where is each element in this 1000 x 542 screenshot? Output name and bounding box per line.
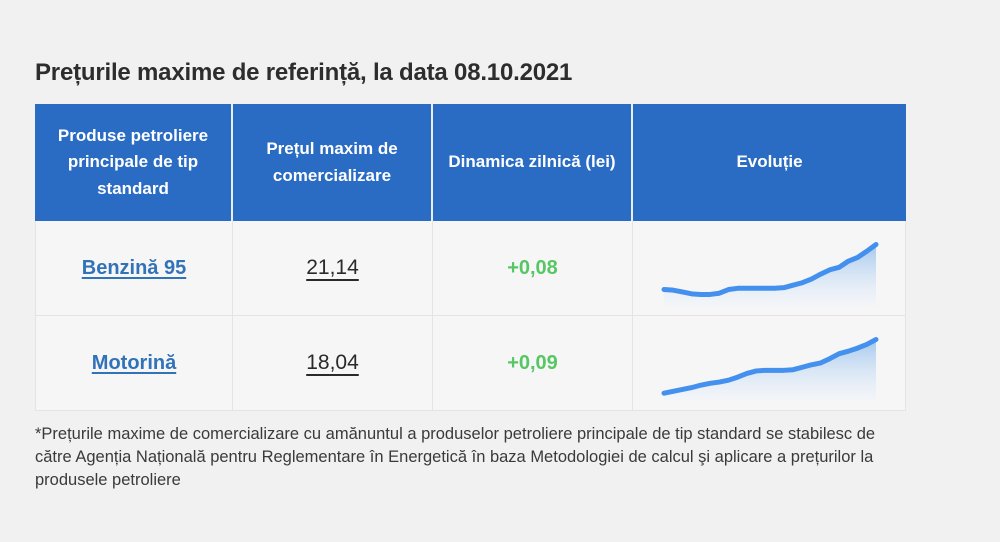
price-table: Produse petroliere principale de tip sta… bbox=[35, 104, 906, 411]
price-cell: 18,04 bbox=[233, 316, 433, 411]
price-value-motorina: 18,04 bbox=[306, 351, 359, 374]
evolution-cell bbox=[633, 221, 906, 316]
product-link-motorina[interactable]: Motorină bbox=[91, 351, 177, 374]
evolution-cell bbox=[633, 316, 906, 411]
table-header-row: Produse petroliere principale de tip sta… bbox=[35, 104, 906, 221]
price-cell: 21,14 bbox=[233, 221, 433, 316]
header-max-price: Prețul maxim de comercializare bbox=[233, 104, 433, 221]
sparkline-chart-benzina-95 bbox=[661, 241, 879, 307]
change-cell: +0,08 bbox=[433, 221, 633, 316]
product-link-benzina-95[interactable]: Benzină 95 bbox=[81, 256, 187, 279]
sparkline-chart-motorina bbox=[661, 336, 879, 402]
product-cell: Benzină 95 bbox=[35, 221, 233, 316]
header-evolution: Evoluție bbox=[633, 104, 906, 221]
footnote: *Prețurile maxime de comercializare cu a… bbox=[35, 425, 876, 489]
product-cell: Motorină bbox=[35, 316, 233, 411]
change-cell: +0,09 bbox=[433, 316, 633, 411]
page-title: Prețurile maxime de referință, la data 0… bbox=[35, 59, 573, 86]
header-daily-dynamic: Dinamica zilnică (lei) bbox=[433, 104, 633, 221]
table-row-motorina: Motorină 18,04 +0,09 bbox=[35, 316, 906, 411]
daily-change-benzina-95: +0,08 bbox=[507, 256, 558, 279]
price-value-benzina-95: 21,14 bbox=[306, 256, 359, 279]
daily-change-motorina: +0,09 bbox=[507, 351, 558, 374]
table-row-benzina-95: Benzină 95 21,14 +0,08 bbox=[35, 221, 906, 316]
header-products: Produse petroliere principale de tip sta… bbox=[35, 104, 233, 221]
